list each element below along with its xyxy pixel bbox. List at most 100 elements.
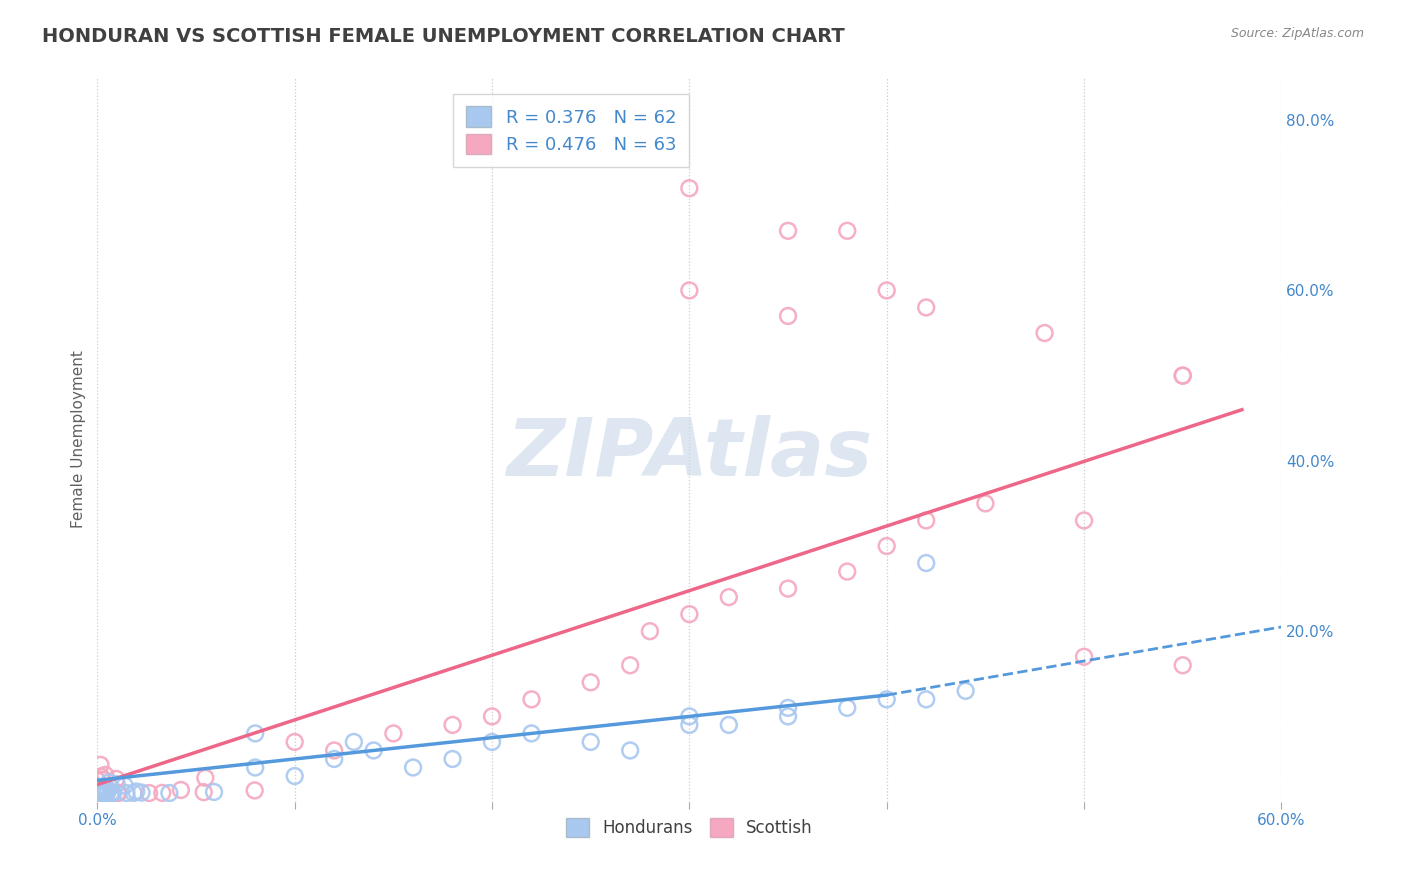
Point: [243, 783, 266, 797]
Point: [441, 752, 464, 766]
Point: [876, 692, 898, 706]
Point: [619, 743, 641, 757]
Point: [105, 772, 128, 786]
Point: [131, 786, 153, 800]
Point: [579, 735, 602, 749]
Point: [86, 786, 108, 800]
Point: [86, 786, 108, 800]
Point: [678, 709, 700, 723]
Point: [194, 771, 217, 785]
Point: [93, 785, 115, 799]
Point: [245, 726, 267, 740]
Point: [520, 726, 543, 740]
Point: [138, 786, 160, 800]
Point: [955, 683, 977, 698]
Y-axis label: Female Unemployment: Female Unemployment: [72, 351, 86, 528]
Point: [323, 743, 346, 757]
Point: [87, 783, 110, 797]
Point: [101, 786, 124, 800]
Point: [193, 785, 215, 799]
Point: [86, 786, 108, 800]
Point: [91, 772, 114, 787]
Point: [93, 786, 115, 800]
Point: [90, 782, 112, 797]
Point: [91, 782, 114, 797]
Point: [87, 786, 110, 800]
Point: [678, 718, 700, 732]
Point: [97, 784, 120, 798]
Point: [1171, 658, 1194, 673]
Point: [97, 775, 120, 789]
Point: [98, 780, 121, 794]
Point: [678, 181, 700, 195]
Point: [441, 718, 464, 732]
Point: [1171, 368, 1194, 383]
Point: [638, 624, 661, 639]
Point: [382, 726, 405, 740]
Text: HONDURAN VS SCOTTISH FEMALE UNEMPLOYMENT CORRELATION CHART: HONDURAN VS SCOTTISH FEMALE UNEMPLOYMENT…: [42, 27, 845, 45]
Text: ZIPAtlas: ZIPAtlas: [506, 415, 873, 493]
Point: [89, 757, 111, 772]
Point: [86, 786, 108, 800]
Point: [96, 781, 118, 796]
Point: [93, 786, 115, 800]
Point: [86, 773, 108, 788]
Legend: Hondurans, Scottish: Hondurans, Scottish: [560, 812, 820, 844]
Point: [343, 735, 366, 749]
Point: [974, 496, 997, 510]
Point: [86, 784, 108, 798]
Point: [107, 786, 129, 800]
Point: [1073, 513, 1095, 527]
Point: [776, 224, 799, 238]
Point: [915, 301, 938, 315]
Point: [91, 781, 114, 796]
Point: [91, 785, 114, 799]
Point: [402, 760, 425, 774]
Point: [776, 709, 799, 723]
Point: [150, 786, 173, 800]
Point: [481, 735, 503, 749]
Point: [87, 786, 110, 800]
Point: [678, 607, 700, 622]
Text: Source: ZipAtlas.com: Source: ZipAtlas.com: [1230, 27, 1364, 40]
Point: [91, 786, 114, 800]
Point: [94, 786, 117, 800]
Point: [284, 735, 307, 749]
Point: [114, 779, 136, 793]
Point: [776, 309, 799, 323]
Point: [87, 782, 110, 797]
Point: [90, 769, 112, 783]
Point: [101, 786, 124, 800]
Point: [87, 784, 110, 798]
Point: [125, 784, 148, 798]
Point: [245, 760, 267, 774]
Point: [678, 284, 700, 298]
Point: [115, 786, 138, 800]
Point: [1073, 649, 1095, 664]
Point: [87, 785, 110, 799]
Point: [90, 785, 112, 799]
Point: [100, 786, 122, 800]
Point: [105, 777, 128, 791]
Point: [776, 582, 799, 596]
Point: [157, 786, 180, 800]
Point: [89, 785, 111, 799]
Point: [876, 284, 898, 298]
Point: [170, 783, 193, 797]
Point: [915, 556, 938, 570]
Point: [837, 224, 859, 238]
Point: [284, 769, 307, 783]
Point: [94, 768, 117, 782]
Point: [91, 786, 114, 800]
Point: [520, 692, 543, 706]
Point: [86, 786, 108, 800]
Point: [86, 786, 108, 800]
Point: [717, 590, 740, 604]
Point: [837, 701, 859, 715]
Point: [1171, 368, 1194, 383]
Point: [619, 658, 641, 673]
Point: [91, 784, 114, 798]
Point: [1033, 326, 1056, 340]
Point: [96, 786, 118, 800]
Point: [90, 782, 112, 797]
